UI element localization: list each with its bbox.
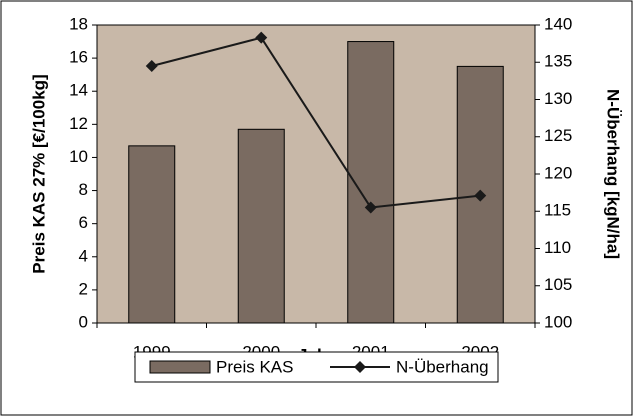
y2-tick-label: 130 [544, 89, 572, 108]
y2-tick-label: 110 [544, 238, 571, 257]
y-tick-label: 10 [69, 147, 88, 166]
legend-label: Preis KAS [216, 357, 293, 376]
y-tick-label: 12 [69, 114, 88, 133]
marker [364, 201, 377, 214]
y-tick-label: 2 [79, 279, 88, 298]
bar [128, 145, 176, 324]
line [151, 36, 481, 209]
marker [145, 59, 158, 72]
marker [255, 31, 268, 44]
y2-tick-label: 120 [544, 163, 572, 182]
bar [347, 41, 395, 324]
y2-tick-label: 100 [544, 312, 572, 331]
y-tick-label: 6 [79, 213, 88, 232]
y2-tick-label: 140 [544, 14, 572, 33]
y-tick-label: 18 [69, 14, 88, 33]
y2-tick-label: 115 [544, 201, 571, 220]
y-tick-label: 16 [69, 48, 88, 67]
y-tick-label: 14 [69, 81, 88, 100]
y2-tick-label: 105 [544, 275, 572, 294]
legend-swatch [149, 360, 211, 374]
y2-tick-label: 125 [544, 126, 572, 145]
legend-label: N-Überhang [396, 357, 489, 376]
legend-marker [354, 361, 366, 373]
y-tick-label: 8 [79, 180, 88, 199]
bar [237, 128, 285, 324]
y-tick-label: 0 [79, 312, 88, 331]
y2-tick-label: 135 [544, 52, 572, 71]
y-axis-label: Preis KAS 27% [€/100kg] [29, 74, 48, 273]
y2-axis-label: N-Überhang [kgN/ha] [604, 89, 623, 259]
marker [474, 189, 487, 202]
y-tick-label: 4 [79, 246, 88, 265]
